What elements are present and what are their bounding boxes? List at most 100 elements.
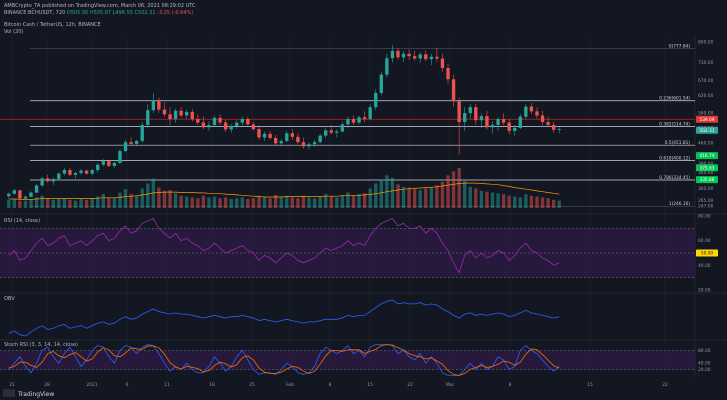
candle-body[interactable] [557, 129, 561, 130]
candle-body[interactable] [201, 122, 206, 128]
candle-body[interactable] [346, 119, 350, 125]
candle-body[interactable] [12, 190, 17, 194]
candle-body[interactable] [146, 110, 150, 125]
candle-body[interactable] [107, 161, 111, 166]
candle-body[interactable] [424, 54, 428, 60]
candle-body[interactable] [379, 74, 383, 93]
candle-body[interactable] [185, 111, 189, 116]
rsi-pane[interactable]: RSI (14, close) 80.00 60.00 50.00 40.00 20.00 [0, 214, 718, 294]
candle-body[interactable] [246, 119, 250, 125]
candle-body[interactable] [385, 58, 389, 75]
candle-body[interactable] [513, 127, 517, 131]
candle-body[interactable] [335, 131, 339, 133]
candle-body[interactable] [540, 115, 545, 122]
candle-body[interactable] [29, 192, 33, 197]
candle-body[interactable] [524, 106, 528, 117]
candle-body[interactable] [179, 110, 183, 116]
candle-body[interactable] [307, 144, 311, 147]
candle-body[interactable] [507, 122, 511, 131]
candle-body[interactable] [84, 170, 89, 174]
candle-body[interactable] [118, 151, 122, 163]
candle-body[interactable] [401, 53, 406, 58]
candle-body[interactable] [418, 54, 422, 59]
candle-body[interactable] [474, 107, 478, 121]
candle-body[interactable] [196, 119, 200, 123]
candle-body[interactable] [429, 56, 434, 60]
candle-body[interactable] [301, 142, 306, 147]
candle-body[interactable] [34, 185, 39, 193]
candle-body[interactable] [368, 107, 372, 120]
candle-body[interactable] [23, 196, 28, 199]
candle-body[interactable] [190, 111, 194, 120]
candle-body[interactable] [101, 161, 105, 165]
candle-body[interactable] [312, 142, 317, 145]
candle-body[interactable] [435, 56, 439, 59]
candle-body[interactable] [235, 122, 239, 127]
candle-body[interactable] [129, 142, 133, 144]
candle-body[interactable] [207, 124, 211, 128]
candle-body[interactable] [412, 56, 417, 59]
candle-body[interactable] [251, 124, 256, 130]
candle-body[interactable] [273, 138, 278, 144]
candle-body[interactable] [62, 170, 67, 174]
candle-body[interactable] [518, 116, 522, 128]
stoch-rsi-pane[interactable]: Stoch RSI (3, 3, 14, 14, close) 80.00 40.0… [0, 342, 711, 376]
candle-body[interactable] [162, 109, 167, 115]
candle-body[interactable] [173, 110, 178, 120]
candle-body[interactable] [490, 124, 495, 128]
candle-body[interactable] [446, 68, 450, 80]
candle-body[interactable] [223, 122, 228, 130]
candle-body[interactable] [396, 50, 400, 58]
candle-body[interactable] [285, 133, 289, 141]
candle-body[interactable] [73, 173, 78, 175]
candle-body[interactable] [279, 140, 283, 144]
candle-body[interactable] [407, 53, 411, 57]
candle-body[interactable] [79, 170, 83, 174]
candle-body[interactable] [357, 117, 361, 123]
candle-body[interactable] [7, 193, 11, 197]
candle-body[interactable] [485, 116, 489, 128]
candle-body[interactable] [551, 124, 556, 130]
candle-body[interactable] [468, 107, 472, 114]
obv-pane[interactable]: OBV [4, 296, 560, 337]
candle-body[interactable] [496, 119, 500, 125]
candle-body[interactable] [90, 170, 94, 174]
candle-body[interactable] [535, 111, 539, 116]
candle-body[interactable] [51, 178, 55, 182]
candle-body[interactable] [112, 162, 117, 166]
candle-body[interactable] [440, 58, 445, 69]
candle-body[interactable] [529, 106, 534, 112]
candle-body[interactable] [68, 170, 72, 175]
candle-body[interactable] [324, 130, 328, 136]
candle-body[interactable] [457, 101, 461, 122]
candle-body[interactable] [290, 133, 295, 137]
candle-body[interactable] [362, 117, 367, 120]
candle-body[interactable] [340, 124, 345, 132]
candle-body[interactable] [268, 133, 272, 139]
candle-body[interactable] [140, 124, 144, 141]
price-pane[interactable]: 0(777.84) 0.236(601.54) 0.382(514.74) 0.5(4… [0, 43, 718, 208]
candle-body[interactable] [57, 173, 61, 179]
candle-body[interactable] [46, 178, 50, 182]
candle-body[interactable] [96, 164, 100, 171]
candle-body[interactable] [157, 100, 161, 110]
candle-body[interactable] [374, 92, 378, 108]
candle-body[interactable] [329, 130, 333, 133]
candle-body[interactable] [257, 129, 261, 138]
candle-body[interactable] [240, 119, 244, 123]
candle-body[interactable] [229, 126, 233, 130]
candle-body[interactable] [168, 114, 172, 120]
candle-body[interactable] [40, 178, 44, 186]
candle-body[interactable] [351, 119, 356, 123]
candle-body[interactable] [151, 100, 156, 111]
candle-body[interactable] [318, 135, 322, 143]
candle-body[interactable] [479, 116, 484, 121]
candle-body[interactable] [501, 119, 506, 123]
candle-body[interactable] [134, 140, 139, 144]
candle-body[interactable] [212, 117, 217, 125]
candle-body[interactable] [463, 113, 467, 122]
candle-body[interactable] [262, 133, 267, 138]
candle-body[interactable] [546, 122, 550, 125]
candle-body[interactable] [451, 79, 456, 102]
candle-body[interactable] [296, 136, 300, 143]
